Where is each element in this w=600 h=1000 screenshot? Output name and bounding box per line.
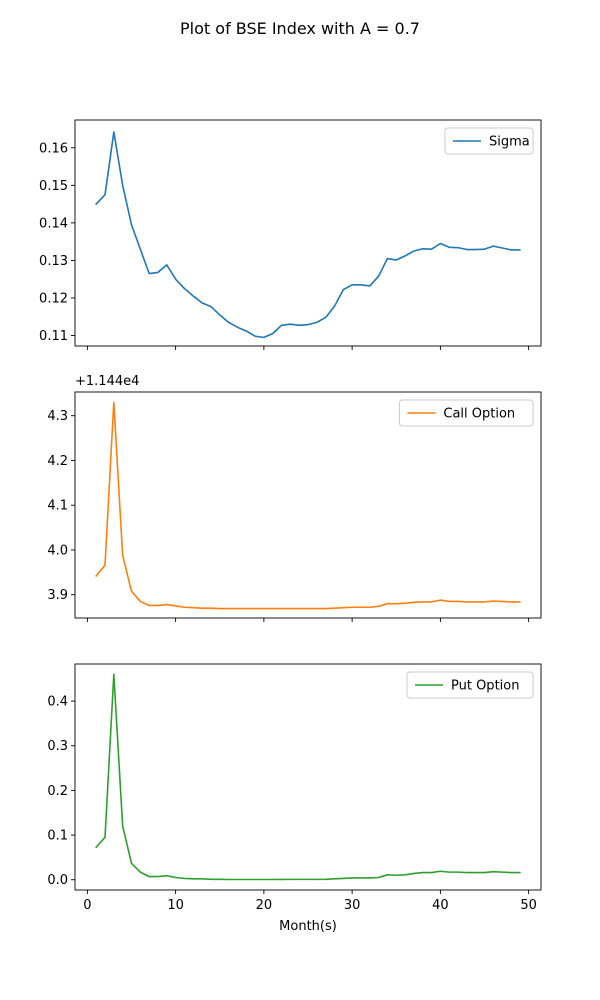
put-option-legend-label: Put Option bbox=[451, 679, 519, 694]
put-option-x-tick-label: 30 bbox=[344, 898, 361, 913]
sigma-legend-box bbox=[444, 127, 534, 155]
call-option-y-tick-label: 4.1 bbox=[47, 499, 68, 514]
sigma-subplot: 0.11 0.12 0.13 0.14 0.15 0.16 Sigma bbox=[39, 119, 542, 350]
put-option-series-line bbox=[95, 673, 521, 881]
sigma-series-line bbox=[95, 131, 521, 339]
call-option-y-tick-label: 3.9 bbox=[47, 588, 68, 603]
put-option-y-tick-label: 0.2 bbox=[47, 784, 68, 799]
sigma-y-tick-label: 0.11 bbox=[39, 329, 68, 344]
put-option-y-tick-label: 0.0 bbox=[47, 873, 68, 888]
call-option-legend-box bbox=[398, 399, 534, 427]
sigma-y-tick-label: 0.15 bbox=[39, 179, 68, 194]
put-option-x-tick-label: 50 bbox=[520, 898, 537, 913]
call-option-y-tick-label: 4.0 bbox=[47, 543, 68, 558]
figure-title: Plot of BSE Index with A = 0.7 bbox=[180, 19, 420, 38]
sigma-legend-label: Sigma bbox=[489, 135, 530, 150]
call-option-legend-label: Call Option bbox=[443, 407, 515, 422]
put-option-x-tick-label: 40 bbox=[432, 898, 449, 913]
call-option-series-line bbox=[95, 401, 521, 610]
sigma-y-tick-label: 0.13 bbox=[39, 254, 68, 269]
put-option-subplot: 0 10 20 30 40 50 0.0 0.1 0.2 0.3 0.4 Month(s) Put Op… bbox=[47, 663, 542, 934]
sigma-y-tick-label: 0.14 bbox=[39, 216, 68, 231]
put-option-y-tick-label: 0.3 bbox=[47, 739, 68, 754]
sigma-y-tick-label: 0.16 bbox=[39, 141, 68, 156]
put-option-x-tick-label: 0 bbox=[83, 898, 91, 913]
sigma-y-tick-label: 0.12 bbox=[39, 291, 68, 306]
sigma-legend: Sigma bbox=[444, 127, 534, 155]
call-option-y-tick-label: 4.2 bbox=[47, 454, 68, 469]
call-option-subplot: 3.9 4.0 4.1 4.2 4.3 +1.144e4 Call Option bbox=[47, 374, 542, 622]
call-option-legend: Call Option bbox=[398, 399, 534, 427]
put-option-y-tick-label: 0.1 bbox=[47, 829, 68, 844]
put-option-x-tick-label: 10 bbox=[167, 898, 184, 913]
put-option-axes-frame bbox=[74, 663, 542, 891]
subplots: 0.11 0.12 0.13 0.14 0.15 0.16 Sigma 3.9 4.0 4.1 4.… bbox=[39, 119, 542, 934]
put-option-y-tick-label: 0.4 bbox=[47, 695, 68, 710]
call-option-y-tick-label: 4.3 bbox=[47, 409, 68, 424]
put-option-x-tick-label: 20 bbox=[256, 898, 273, 913]
call-option-offset-label: +1.144e4 bbox=[75, 374, 139, 389]
put-option-legend: Put Option bbox=[406, 671, 534, 699]
sigma-axes-frame bbox=[74, 119, 542, 347]
put-option-legend-box bbox=[406, 671, 534, 699]
put-option-x-axis-label: Month(s) bbox=[279, 919, 337, 934]
